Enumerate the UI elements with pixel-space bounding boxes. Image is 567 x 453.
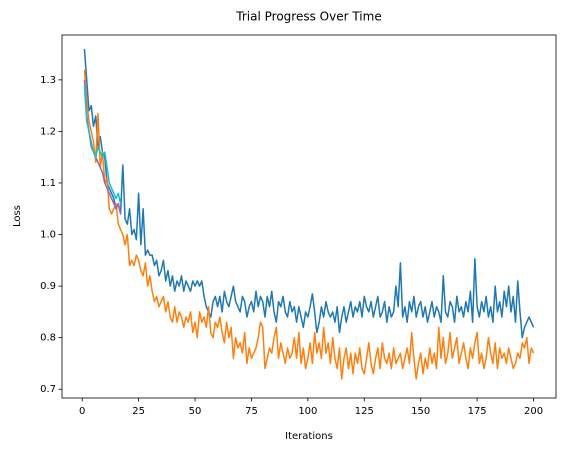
- x-tick-label: 25: [132, 406, 145, 417]
- series-line: [83, 48, 535, 339]
- y-tick-label: 1.0: [40, 230, 56, 241]
- y-tick-label: 0.8: [40, 333, 56, 344]
- x-tick-label: 0: [79, 406, 85, 417]
- x-tick-label: 100: [298, 406, 317, 417]
- y-tick-label: 1.1: [40, 178, 56, 189]
- series-line: [83, 69, 535, 380]
- series-line: [83, 84, 122, 204]
- x-tick-label: 200: [524, 406, 543, 417]
- x-tick-label: 175: [468, 406, 487, 417]
- chart-title: Trial Progress Over Time: [235, 10, 381, 24]
- y-axis-label: Loss: [12, 205, 23, 227]
- y-tick-label: 0.9: [40, 281, 56, 292]
- x-tick-label: 75: [245, 406, 258, 417]
- y-tick-label: 1.3: [40, 75, 56, 86]
- y-tick-label: 0.7: [40, 384, 56, 395]
- x-tick-label: 125: [355, 406, 374, 417]
- x-tick-label: 150: [411, 406, 430, 417]
- x-axis-label: Iterations: [285, 431, 333, 442]
- plot-frame: [61, 34, 557, 399]
- y-tick-label: 1.2: [40, 126, 56, 137]
- x-tick-label: 50: [189, 406, 202, 417]
